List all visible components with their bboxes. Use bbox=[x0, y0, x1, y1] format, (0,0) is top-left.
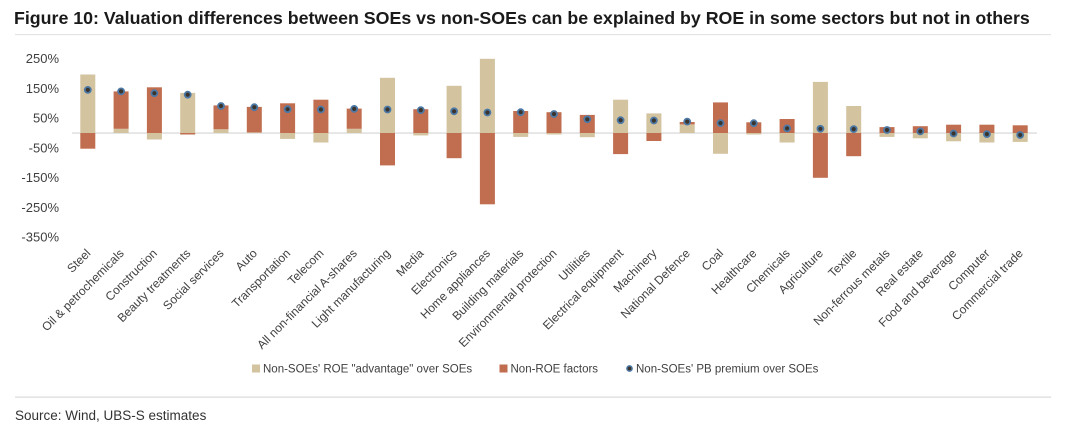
svg-text:Non-SOEs' PB premium over SOEs: Non-SOEs' PB premium over SOEs bbox=[636, 364, 819, 376]
svg-text:250%: 250% bbox=[26, 51, 60, 66]
svg-text:-250%: -250% bbox=[21, 200, 59, 215]
svg-text:-50%: -50% bbox=[29, 140, 60, 155]
svg-text:Transportation: Transportation bbox=[229, 246, 293, 310]
svg-text:-350%: -350% bbox=[21, 229, 59, 244]
svg-text:150%: 150% bbox=[26, 81, 60, 96]
svg-text:Figure 10: Valuation differenc: Figure 10: Valuation differences between… bbox=[14, 8, 1030, 28]
svg-text:Source: Wind, UBS-S estimates: Source: Wind, UBS-S estimates bbox=[15, 408, 207, 423]
svg-text:Non-SOEs' ROE "advantage" over: Non-SOEs' ROE "advantage" over SOEs bbox=[263, 364, 472, 376]
svg-text:Coal: Coal bbox=[699, 246, 726, 273]
svg-text:Social services: Social services bbox=[160, 246, 226, 312]
svg-text:-150%: -150% bbox=[21, 170, 59, 185]
svg-text:Steel: Steel bbox=[64, 246, 93, 275]
svg-text:50%: 50% bbox=[33, 111, 59, 126]
svg-text:Auto: Auto bbox=[233, 246, 261, 274]
svg-text:Non-ROE factors: Non-ROE factors bbox=[511, 364, 599, 376]
